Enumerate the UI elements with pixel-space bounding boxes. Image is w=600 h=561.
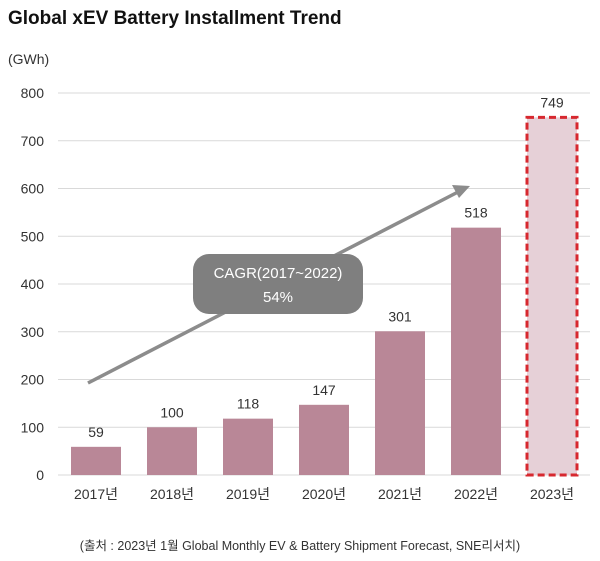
x-tick-label: 2019년: [226, 486, 270, 502]
x-tick-label: 2023년: [530, 486, 574, 502]
y-tick-label: 100: [21, 419, 45, 435]
y-tick-label: 300: [21, 324, 45, 340]
x-tick-label: 2020년: [302, 486, 346, 502]
y-tick-label: 700: [21, 133, 45, 149]
x-tick-label: 2022년: [454, 486, 498, 502]
y-tick-label: 200: [21, 372, 45, 388]
bar: [71, 446, 121, 475]
data-label: 118: [237, 396, 260, 412]
y-tick-label: 800: [21, 85, 45, 101]
chart-title: Global xEV Battery Installment Trend: [8, 8, 342, 29]
y-tick-label: 600: [21, 181, 45, 197]
y-tick-label: 500: [21, 228, 45, 244]
x-tick-label: 2021년: [378, 486, 422, 502]
bar: [147, 427, 197, 475]
cagr-arrowhead: [452, 185, 470, 198]
cagr-callout-box: [193, 254, 363, 314]
y-tick-label: 0: [36, 467, 44, 483]
data-label: 518: [464, 205, 488, 221]
cagr-value: 54%: [263, 289, 293, 306]
bar-forecast: [525, 115, 579, 477]
x-tick-label: 2018년: [150, 486, 194, 502]
cagr-label: CAGR(2017~2022): [214, 265, 343, 282]
source-note: (출처 : 2023년 1월 Global Monthly EV & Batte…: [79, 539, 521, 553]
bar: [299, 404, 349, 475]
bar: [451, 227, 501, 475]
data-label: 749: [540, 94, 564, 110]
bar-chart: 0 100 200 300 400 500 600 700 800 59 100 118 147 301…: [21, 85, 590, 502]
bar: [223, 418, 273, 475]
data-label: 100: [160, 404, 184, 420]
y-axis-unit: (GWh): [8, 51, 50, 67]
y-tick-label: 400: [21, 276, 45, 292]
data-label: 59: [88, 424, 104, 440]
bar: [375, 331, 425, 475]
data-label: 147: [312, 382, 336, 398]
data-label: 301: [388, 308, 412, 324]
x-tick-label: 2017년: [74, 486, 118, 502]
